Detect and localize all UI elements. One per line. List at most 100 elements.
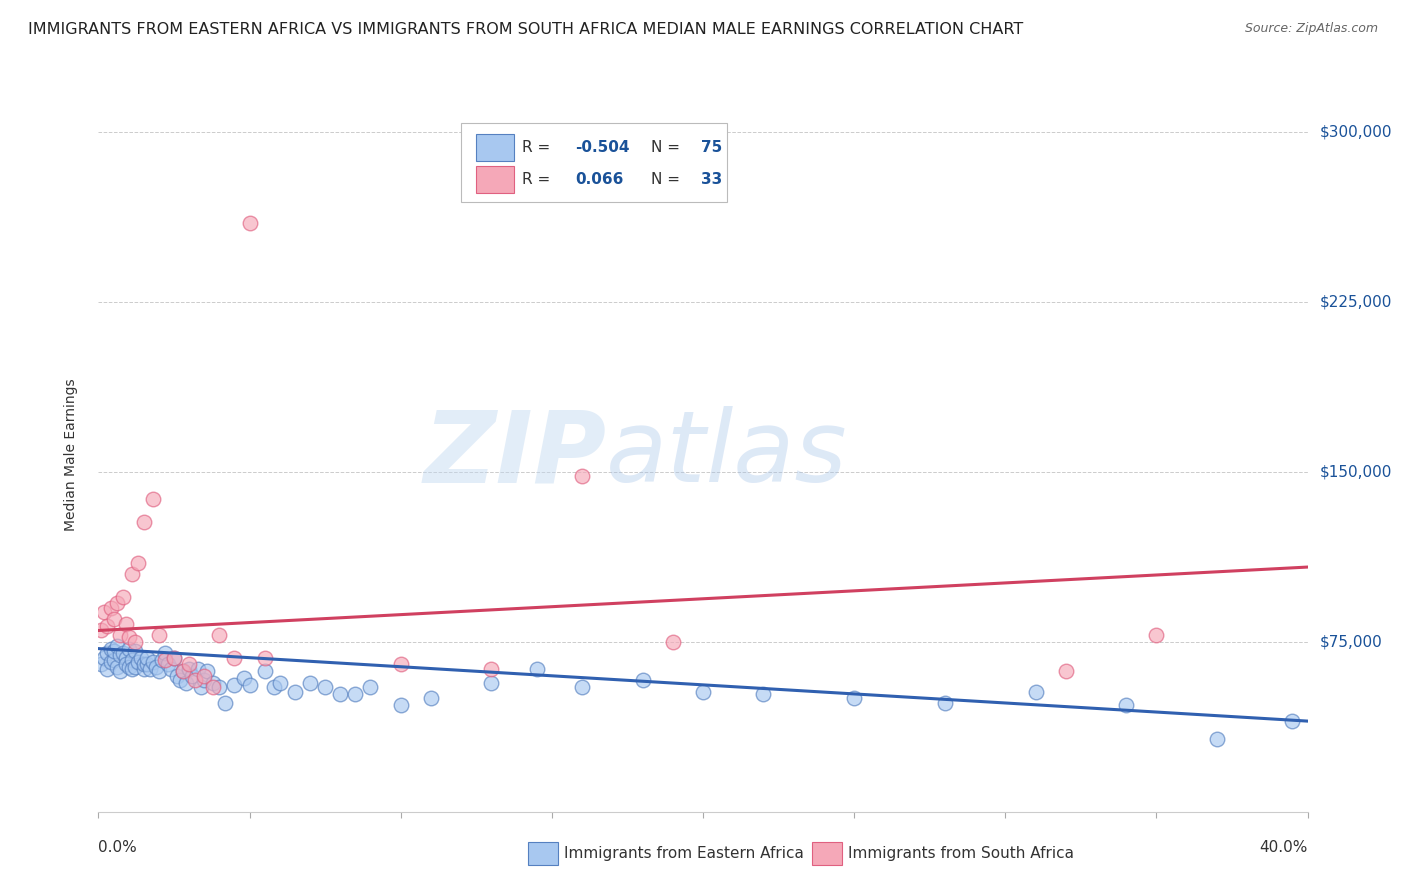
Point: [172, 665, 194, 679]
Point: [190, 680, 212, 694]
Point: [1144, 628, 1167, 642]
Point: [139, 662, 162, 676]
Point: [132, 657, 155, 672]
Point: [148, 628, 170, 642]
Point: [253, 650, 276, 665]
Text: Immigrants from Eastern Africa: Immigrants from Eastern Africa: [564, 847, 804, 862]
Point: [1115, 698, 1137, 713]
Point: [187, 662, 209, 676]
Point: [195, 665, 218, 679]
Point: [156, 657, 179, 672]
Point: [329, 687, 352, 701]
Point: [121, 653, 143, 667]
Text: 0.0%: 0.0%: [98, 840, 138, 855]
Point: [108, 648, 131, 663]
Point: [160, 662, 183, 676]
Point: [96, 619, 118, 633]
Point: [481, 662, 503, 676]
Text: IMMIGRANTS FROM EASTERN AFRICA VS IMMIGRANTS FROM SOUTH AFRICA MEDIAN MALE EARNI: IMMIGRANTS FROM EASTERN AFRICA VS IMMIGR…: [28, 22, 1024, 37]
Point: [202, 680, 225, 694]
Text: $225,000: $225,000: [1320, 294, 1392, 310]
Point: [111, 590, 134, 604]
Point: [163, 650, 186, 665]
Point: [114, 616, 136, 631]
Point: [208, 680, 231, 694]
Point: [114, 650, 136, 665]
Point: [263, 680, 285, 694]
Point: [100, 600, 122, 615]
Point: [193, 673, 215, 688]
Point: [103, 644, 125, 658]
Point: [526, 662, 548, 676]
Point: [90, 624, 112, 638]
Point: [239, 216, 262, 230]
Point: [105, 659, 128, 673]
Point: [181, 669, 204, 683]
Text: Source: ZipAtlas.com: Source: ZipAtlas.com: [1244, 22, 1378, 36]
Point: [135, 650, 157, 665]
Text: -0.504: -0.504: [575, 140, 630, 155]
Point: [481, 675, 503, 690]
Text: $150,000: $150,000: [1320, 465, 1392, 479]
Point: [121, 662, 143, 676]
Point: [169, 673, 191, 688]
Text: $300,000: $300,000: [1320, 125, 1392, 140]
Point: [224, 678, 246, 692]
Point: [1054, 665, 1077, 679]
Point: [142, 655, 165, 669]
FancyBboxPatch shape: [811, 842, 842, 865]
FancyBboxPatch shape: [475, 134, 515, 161]
Point: [118, 659, 141, 673]
Point: [153, 646, 176, 660]
Point: [132, 662, 155, 676]
Point: [253, 665, 276, 679]
Point: [124, 644, 146, 658]
Point: [389, 657, 412, 672]
Point: [661, 635, 683, 649]
Point: [111, 646, 134, 660]
Text: ZIP: ZIP: [423, 407, 606, 503]
Point: [129, 650, 152, 665]
Point: [93, 606, 115, 620]
Point: [177, 662, 201, 676]
Point: [692, 684, 714, 698]
Point: [163, 650, 186, 665]
Text: 33: 33: [700, 172, 721, 187]
Text: N =: N =: [651, 172, 685, 187]
Point: [172, 665, 194, 679]
Point: [208, 628, 231, 642]
Text: 75: 75: [700, 140, 721, 155]
Point: [105, 640, 128, 654]
Point: [284, 684, 307, 698]
Point: [124, 635, 146, 649]
Point: [114, 657, 136, 672]
Point: [299, 675, 322, 690]
Point: [314, 680, 336, 694]
Point: [108, 628, 131, 642]
Point: [100, 641, 122, 656]
FancyBboxPatch shape: [461, 123, 727, 202]
Point: [184, 673, 207, 688]
Point: [1281, 714, 1303, 728]
Point: [177, 657, 201, 672]
Point: [844, 691, 866, 706]
Point: [166, 669, 188, 683]
Point: [193, 669, 215, 683]
Text: R =: R =: [522, 172, 560, 187]
Point: [93, 650, 115, 665]
Point: [96, 662, 118, 676]
Point: [145, 659, 167, 673]
Point: [132, 515, 155, 529]
Text: N =: N =: [651, 140, 685, 155]
Point: [269, 675, 291, 690]
Point: [202, 675, 225, 690]
Point: [360, 680, 382, 694]
Point: [419, 691, 441, 706]
Point: [631, 673, 654, 688]
FancyBboxPatch shape: [527, 842, 558, 865]
Point: [389, 698, 412, 713]
Point: [224, 650, 246, 665]
Point: [752, 687, 775, 701]
Point: [1024, 684, 1046, 698]
Point: [174, 675, 197, 690]
